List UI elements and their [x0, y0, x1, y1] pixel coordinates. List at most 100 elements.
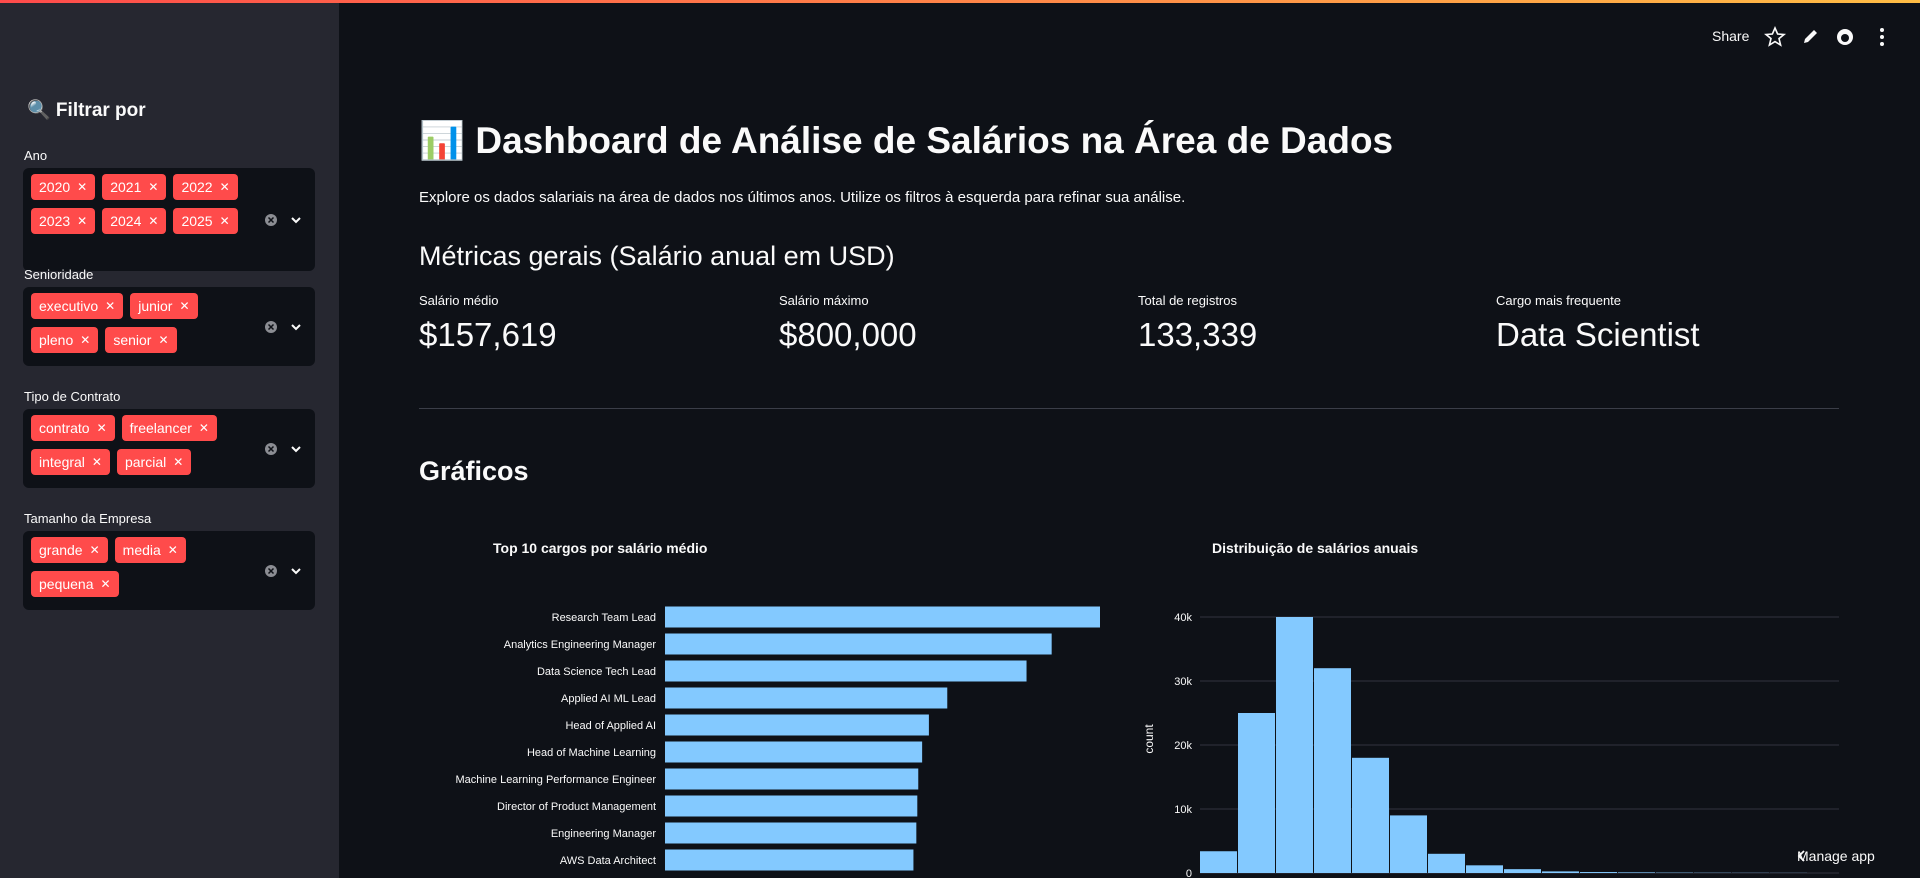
chart-title: Top 10 cargos por salário médio [493, 540, 707, 556]
sidebar: 🔍 Filtrar por Ano 2020 ✕ 2021 ✕ 2022 ✕ 2023 ✕ 202… [0, 3, 339, 878]
tag: pequena ✕ [31, 571, 119, 597]
tag-remove[interactable]: ✕ [219, 214, 230, 228]
share-button[interactable]: Share [1712, 28, 1750, 44]
tag-label: grande [39, 542, 83, 558]
metric-value: $800,000 [779, 316, 917, 353]
bar [665, 741, 923, 763]
metric-value: 133,339 [1138, 316, 1258, 353]
tag-label: 2021 [110, 179, 142, 195]
bar [665, 822, 917, 844]
tag: contrato ✕ [31, 415, 115, 441]
clear-and-expand[interactable] [263, 317, 303, 337]
tag: integral ✕ [31, 449, 110, 475]
tag-remove[interactable]: ✕ [148, 180, 159, 194]
charts-heading: Gráficos [419, 456, 529, 486]
tag-label: 2020 [39, 179, 71, 195]
y-tick-label: 10k [1174, 804, 1192, 816]
filter-label: Ano [24, 148, 48, 163]
edit-icon[interactable] [1804, 30, 1817, 43]
y-axis-label: count [1142, 724, 1156, 754]
tag: grande ✕ [31, 537, 108, 563]
tag-remove[interactable]: ✕ [89, 543, 100, 557]
tag-label: 2024 [110, 213, 142, 229]
bar [665, 849, 914, 871]
chevron-icon [1797, 850, 1805, 862]
bar [665, 768, 919, 790]
tag: pleno ✕ [31, 327, 99, 353]
tag-remove[interactable]: ✕ [96, 421, 107, 435]
tag-remove[interactable]: ✕ [158, 333, 169, 347]
multiselect-controls [263, 210, 303, 230]
clear-and-expand[interactable] [263, 561, 303, 581]
multiselect-controls [263, 561, 303, 581]
histogram-bar [1390, 815, 1427, 873]
manage-app[interactable]: Manage app [1797, 848, 1875, 864]
y-tick-label: Director of Product Management [497, 801, 656, 813]
tag-remove[interactable]: ✕ [198, 421, 209, 435]
multiselect-controls [263, 439, 303, 459]
multiselect[interactable]: executivo ✕ junior ✕ pleno ✕ senior ✕ [23, 287, 315, 366]
bar [665, 660, 1027, 682]
y-tick-label: Research Team Lead [552, 612, 656, 624]
tag: 2020 ✕ [31, 174, 96, 200]
tag-label: contrato [39, 420, 90, 436]
tag-remove[interactable]: ✕ [100, 577, 111, 591]
tag-remove[interactable]: ✕ [167, 543, 178, 557]
tag-remove[interactable]: ✕ [173, 455, 184, 469]
tag: 2021 ✕ [102, 174, 167, 200]
chart-title: Distribuição de salários anuais [1212, 540, 1418, 556]
tag-remove[interactable]: ✕ [77, 180, 88, 194]
tag-remove[interactable]: ✕ [179, 299, 190, 313]
clear-and-expand[interactable] [263, 210, 303, 230]
y-tick-label: 30k [1174, 676, 1192, 688]
tag-label: media [122, 542, 161, 558]
y-tick-label: Engineering Manager [551, 828, 657, 840]
tag-list: contrato ✕ freelancer ✕ integral ✕ parcial ✕ [31, 415, 249, 475]
y-tick-label: 0 [1186, 868, 1192, 878]
tag-list: executivo ✕ junior ✕ pleno ✕ senior ✕ [31, 293, 249, 353]
metric-label: Salário médio [419, 293, 499, 308]
histogram-bar [1428, 853, 1465, 873]
tag: freelancer ✕ [121, 415, 217, 441]
clear-and-expand[interactable] [263, 439, 303, 459]
y-tick-label: Data Science Tech Lead [537, 666, 656, 678]
top-decoration [0, 0, 1920, 3]
metric-label: Salário máximo [779, 293, 869, 308]
tag: junior ✕ [130, 293, 198, 319]
metric-label: Total de registros [1138, 293, 1237, 308]
y-tick-label: Applied AI ML Lead [561, 693, 656, 705]
multiselect[interactable]: grande ✕ media ✕ pequena ✕ [23, 531, 315, 610]
multiselect[interactable]: 2020 ✕ 2021 ✕ 2022 ✕ 2023 ✕ 2024 ✕ 2025 ✕ [23, 168, 315, 271]
tag-remove[interactable]: ✕ [91, 455, 102, 469]
tag-label: 2025 [181, 213, 213, 229]
tag-remove[interactable]: ✕ [80, 333, 91, 347]
menu-icon[interactable] [1880, 28, 1884, 46]
tag-label: 2022 [181, 179, 213, 195]
tag-remove[interactable]: ✕ [105, 299, 116, 313]
metric-value: $157,619 [419, 316, 557, 353]
histogram-bar [1618, 872, 1655, 873]
tag: 2025 ✕ [173, 208, 238, 234]
tag-label: pequena [39, 576, 94, 592]
tag: executivo ✕ [31, 293, 124, 319]
histogram-bar [1504, 869, 1541, 873]
page-title: 📊 Dashboard de Análise de Salários na Ár… [419, 120, 1394, 161]
tag-label: parcial [124, 454, 167, 470]
metrics-heading: Métricas gerais (Salário anual em USD) [419, 241, 895, 271]
tag-label: senior [113, 332, 152, 348]
y-tick-label: AWS Data Architect [560, 855, 656, 867]
filter-label: Tamanho da Empresa [24, 511, 152, 526]
y-tick-label: 40k [1174, 612, 1192, 624]
tag-label: pleno [39, 332, 74, 348]
multiselect[interactable]: contrato ✕ freelancer ✕ integral ✕ parcial ✕ [23, 409, 315, 488]
tag: 2023 ✕ [31, 208, 96, 234]
tag-label: freelancer [129, 420, 192, 436]
tag-remove[interactable]: ✕ [77, 214, 88, 228]
histogram-bar [1542, 871, 1579, 873]
metric-value: Data Scientist [1496, 316, 1700, 353]
y-tick-label: Analytics Engineering Manager [504, 639, 657, 651]
tag-remove[interactable]: ✕ [148, 214, 159, 228]
tag: parcial ✕ [116, 449, 192, 475]
tag-remove[interactable]: ✕ [219, 180, 230, 194]
star-icon[interactable] [1764, 26, 1787, 47]
